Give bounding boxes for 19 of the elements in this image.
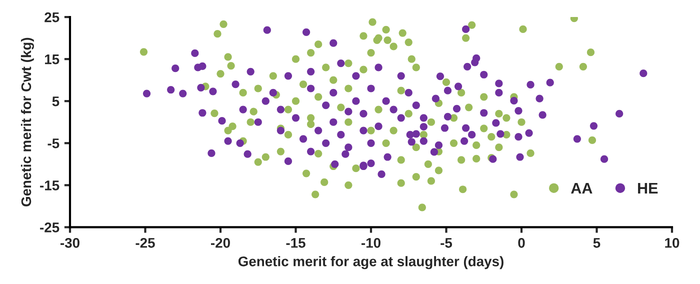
y-tick-label: 5	[52, 96, 60, 106]
y-axis-title: Genetic merit for Cwt (kg)	[20, 38, 34, 206]
x-tick-label: -25	[136, 238, 155, 248]
x-tick-label: -10	[362, 238, 380, 248]
y-tick-label: -5	[48, 138, 60, 148]
x-tick-label: -20	[211, 238, 230, 248]
x-tick-label: 5	[593, 238, 600, 248]
y-tick-label: -25	[40, 222, 60, 232]
x-tick-label: 0	[518, 238, 525, 248]
x-tick-label: -15	[286, 238, 306, 248]
legend-label: AA	[571, 182, 592, 194]
legend-label: HE	[638, 182, 658, 194]
x-tick-label: 10	[665, 238, 680, 248]
x-tick-label: -5	[440, 238, 452, 248]
y-tick-label: 15	[45, 54, 60, 64]
x-tick-label: -30	[60, 238, 80, 248]
x-axis-title: Genetic merit for age at slaughter (days)	[238, 256, 504, 270]
y-tick-label: 25	[44, 12, 60, 22]
y-tick-label: -15	[40, 180, 60, 190]
